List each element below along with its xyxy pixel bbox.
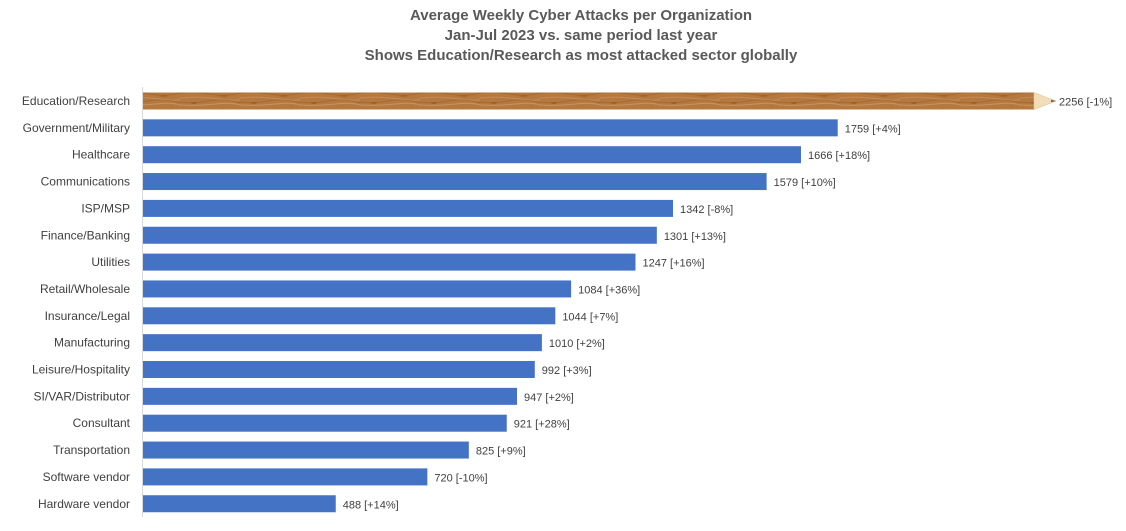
data-label-leisure-hospitality: 992 [+3%] [542, 365, 592, 377]
category-label-hardware-vendor: Hardware vendor [38, 497, 130, 511]
category-label-insurance-legal: Insurance/Legal [45, 309, 130, 323]
data-label-retail-wholesale: 1084 [+36%] [578, 284, 640, 296]
chart-title-line-3: Shows Education/Research as most attacke… [364, 47, 798, 64]
category-label-finance-banking: Finance/Banking [41, 228, 130, 242]
data-label-software-vendor: 720 [-10%] [434, 472, 487, 484]
bar-insurance-legal [143, 307, 556, 325]
pencil-body [143, 92, 1034, 110]
category-label-government-military: Government/Military [23, 121, 130, 135]
bar-communications [143, 173, 767, 191]
category-label-education-research: Education/Research [22, 94, 130, 108]
bar-transportation [143, 441, 469, 459]
chart-title-line-2: Jan-Jul 2023 vs. same period last year [444, 27, 718, 44]
data-label-insurance-legal: 1044 [+7%] [562, 311, 618, 323]
data-label-government-military: 1759 [+4%] [845, 123, 901, 135]
bar-finance-banking [143, 226, 657, 244]
bar-education-research [143, 92, 1057, 110]
bar-hardware-vendor [143, 495, 336, 513]
data-label-finance-banking: 1301 [+13%] [664, 231, 726, 243]
bar-healthcare [143, 146, 801, 164]
category-label-transportation: Transportation [53, 443, 130, 457]
data-label-hardware-vendor: 488 [+14%] [343, 499, 399, 511]
chart-title: Average Weekly Cyber Attacks per Organiz… [0, 6, 1126, 66]
data-label-manufacturing: 1010 [+2%] [549, 338, 605, 350]
data-label-si-var-distributor: 947 [+2%] [524, 392, 574, 404]
category-label-isp-msp: ISP/MSP [81, 201, 130, 215]
data-label-healthcare: 1666 [+18%] [808, 150, 870, 162]
bar-si-var-distributor [143, 387, 518, 405]
data-label-consultant: 921 [+28%] [514, 419, 570, 431]
category-label-retail-wholesale: Retail/Wholesale [40, 282, 130, 296]
category-label-healthcare: Healthcare [72, 148, 130, 162]
category-label-si-var-distributor: SI/VAR/Distributor [34, 389, 130, 403]
bar-leisure-hospitality [143, 361, 535, 378]
category-label-manufacturing: Manufacturing [54, 336, 130, 350]
category-label-consultant: Consultant [73, 416, 131, 430]
category-label-software-vendor: Software vendor [43, 470, 130, 484]
data-label-transportation: 825 [+9%] [476, 446, 526, 458]
bar-consultant [143, 414, 507, 432]
bar-retail-wholesale [143, 280, 572, 298]
category-label-leisure-hospitality: Leisure/Hospitality [32, 363, 130, 377]
data-label-education-research: 2256 [-1%] [1059, 97, 1112, 109]
chart-title-line-1: Average Weekly Cyber Attacks per Organiz… [409, 7, 753, 24]
category-label-communications: Communications [41, 175, 130, 189]
bar-government-military [143, 119, 838, 137]
bar-manufacturing [143, 334, 542, 352]
pencil-tip [1033, 92, 1057, 110]
bar-utilities [143, 253, 636, 271]
data-label-utilities: 1247 [+16%] [642, 258, 704, 270]
category-label-utilities: Utilities [91, 255, 130, 269]
bar-software-vendor [143, 468, 428, 486]
bar-isp-msp [143, 199, 674, 217]
data-label-communications: 1579 [+10%] [774, 177, 836, 189]
data-label-isp-msp: 1342 [-8%] [680, 204, 733, 216]
pencil-lead [1051, 99, 1056, 103]
